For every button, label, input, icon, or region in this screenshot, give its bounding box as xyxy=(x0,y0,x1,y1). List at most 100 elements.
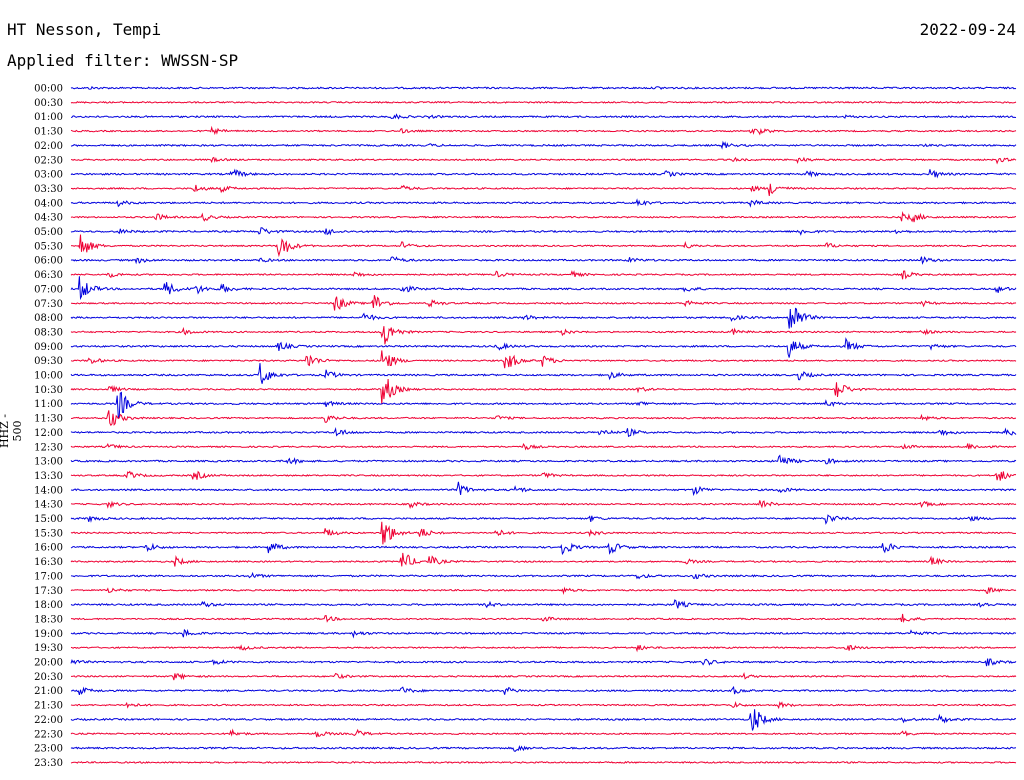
seismic-trace xyxy=(71,685,1017,696)
seismic-trace xyxy=(71,672,1017,681)
time-label: 19:30 xyxy=(34,643,63,654)
time-label: 15:00 xyxy=(34,514,63,525)
seismic-trace xyxy=(70,521,1017,545)
seismic-trace xyxy=(70,337,1017,358)
time-label: 18:00 xyxy=(34,600,63,611)
time-label: 00:30 xyxy=(34,98,63,109)
time-label: 18:30 xyxy=(34,614,63,625)
seismic-trace xyxy=(70,644,1017,653)
time-label: 09:00 xyxy=(34,342,63,353)
seismic-trace xyxy=(70,658,1017,667)
time-label: 06:00 xyxy=(34,256,63,267)
seismic-trace xyxy=(70,198,1017,208)
time-label: 02:00 xyxy=(34,141,63,152)
seismic-trace xyxy=(70,744,1017,753)
time-label: 11:00 xyxy=(34,399,63,410)
seismic-trace xyxy=(70,709,1017,731)
seismic-trace xyxy=(70,571,1017,580)
time-label: 17:30 xyxy=(34,586,63,597)
time-label: 21:30 xyxy=(34,701,63,712)
time-label: 23:30 xyxy=(34,758,63,769)
time-label: 20:00 xyxy=(34,658,63,669)
time-label: 07:30 xyxy=(34,299,63,310)
time-label: 05:00 xyxy=(34,227,63,238)
seismic-trace xyxy=(70,125,1017,136)
seismic-trace xyxy=(70,454,1017,466)
seismic-trace xyxy=(70,410,1017,427)
seismic-trace xyxy=(70,350,1017,369)
time-label: 02:30 xyxy=(34,155,63,166)
seismic-trace xyxy=(70,276,1017,301)
seismic-trace xyxy=(70,599,1017,609)
time-label: 19:00 xyxy=(34,629,63,640)
seismic-trace xyxy=(70,728,1017,738)
time-label: 14:00 xyxy=(34,485,63,496)
time-label: 01:30 xyxy=(34,127,63,138)
seismic-trace xyxy=(71,156,1017,165)
time-label: 20:30 xyxy=(34,672,63,683)
time-label: 06:30 xyxy=(34,270,63,281)
time-label: 22:00 xyxy=(34,715,63,726)
seismic-trace xyxy=(70,326,1017,345)
time-label: 22:30 xyxy=(34,729,63,740)
seismic-trace xyxy=(70,514,1017,525)
seismic-trace xyxy=(70,140,1017,150)
time-label: 04:00 xyxy=(34,198,63,209)
seismic-trace xyxy=(70,183,1017,196)
seismic-trace xyxy=(70,500,1017,509)
station-title: HT Nesson, Tempi xyxy=(7,20,162,39)
seismic-trace xyxy=(70,85,1017,90)
seismic-trace xyxy=(70,168,1017,179)
filter-label: Applied filter: WWSSN-SP xyxy=(7,51,239,70)
time-label: 21:00 xyxy=(34,686,63,697)
time-label: 12:30 xyxy=(34,442,63,453)
seismic-trace xyxy=(70,761,1017,764)
seismic-trace xyxy=(70,542,1016,556)
seismic-trace xyxy=(70,552,1017,567)
seismic-trace xyxy=(70,628,1017,639)
time-label: 03:30 xyxy=(34,184,63,195)
seismic-trace xyxy=(70,586,1017,595)
time-label: 04:30 xyxy=(34,213,63,224)
time-label: 12:00 xyxy=(34,428,63,439)
time-label: 16:00 xyxy=(34,543,63,554)
time-label: 16:30 xyxy=(34,557,63,568)
time-label: 15:30 xyxy=(34,528,63,539)
seismic-trace xyxy=(70,256,1017,265)
time-label: 08:30 xyxy=(34,327,63,338)
time-label: 08:00 xyxy=(34,313,63,324)
time-label: 17:00 xyxy=(34,571,63,582)
time-label: 13:00 xyxy=(34,457,63,468)
seismic-trace xyxy=(70,391,1017,420)
seismic-trace xyxy=(70,100,1017,104)
seismic-trace xyxy=(70,363,1017,384)
seismic-trace xyxy=(70,426,1017,438)
seismic-trace xyxy=(70,295,1017,311)
time-label: 11:30 xyxy=(34,414,63,425)
time-label: 14:30 xyxy=(34,500,63,511)
seismic-trace xyxy=(70,701,1016,710)
seismic-trace xyxy=(70,113,1017,120)
time-label: 23:00 xyxy=(34,744,63,755)
seismic-trace xyxy=(70,234,1017,258)
seismic-trace xyxy=(70,307,1017,329)
seismic-trace xyxy=(70,470,1017,481)
time-label: 10:30 xyxy=(34,385,63,396)
time-label: 09:30 xyxy=(34,356,63,367)
time-label: 13:30 xyxy=(34,471,63,482)
seismic-trace xyxy=(70,211,1017,223)
time-label: 10:00 xyxy=(34,371,63,382)
time-label: 07:00 xyxy=(34,284,63,295)
seismic-trace xyxy=(70,481,1017,497)
seismic-trace xyxy=(70,378,1017,405)
date-label: 2022-09-24 xyxy=(919,20,1016,39)
seismic-trace xyxy=(70,270,1017,280)
seismic-trace xyxy=(70,442,1017,451)
time-label: 01:00 xyxy=(34,112,63,123)
time-label: 00:00 xyxy=(34,84,63,95)
seismic-trace xyxy=(70,227,1017,236)
time-label: 05:30 xyxy=(34,241,63,252)
time-label: 03:00 xyxy=(34,170,63,181)
seismic-trace xyxy=(70,613,1017,624)
